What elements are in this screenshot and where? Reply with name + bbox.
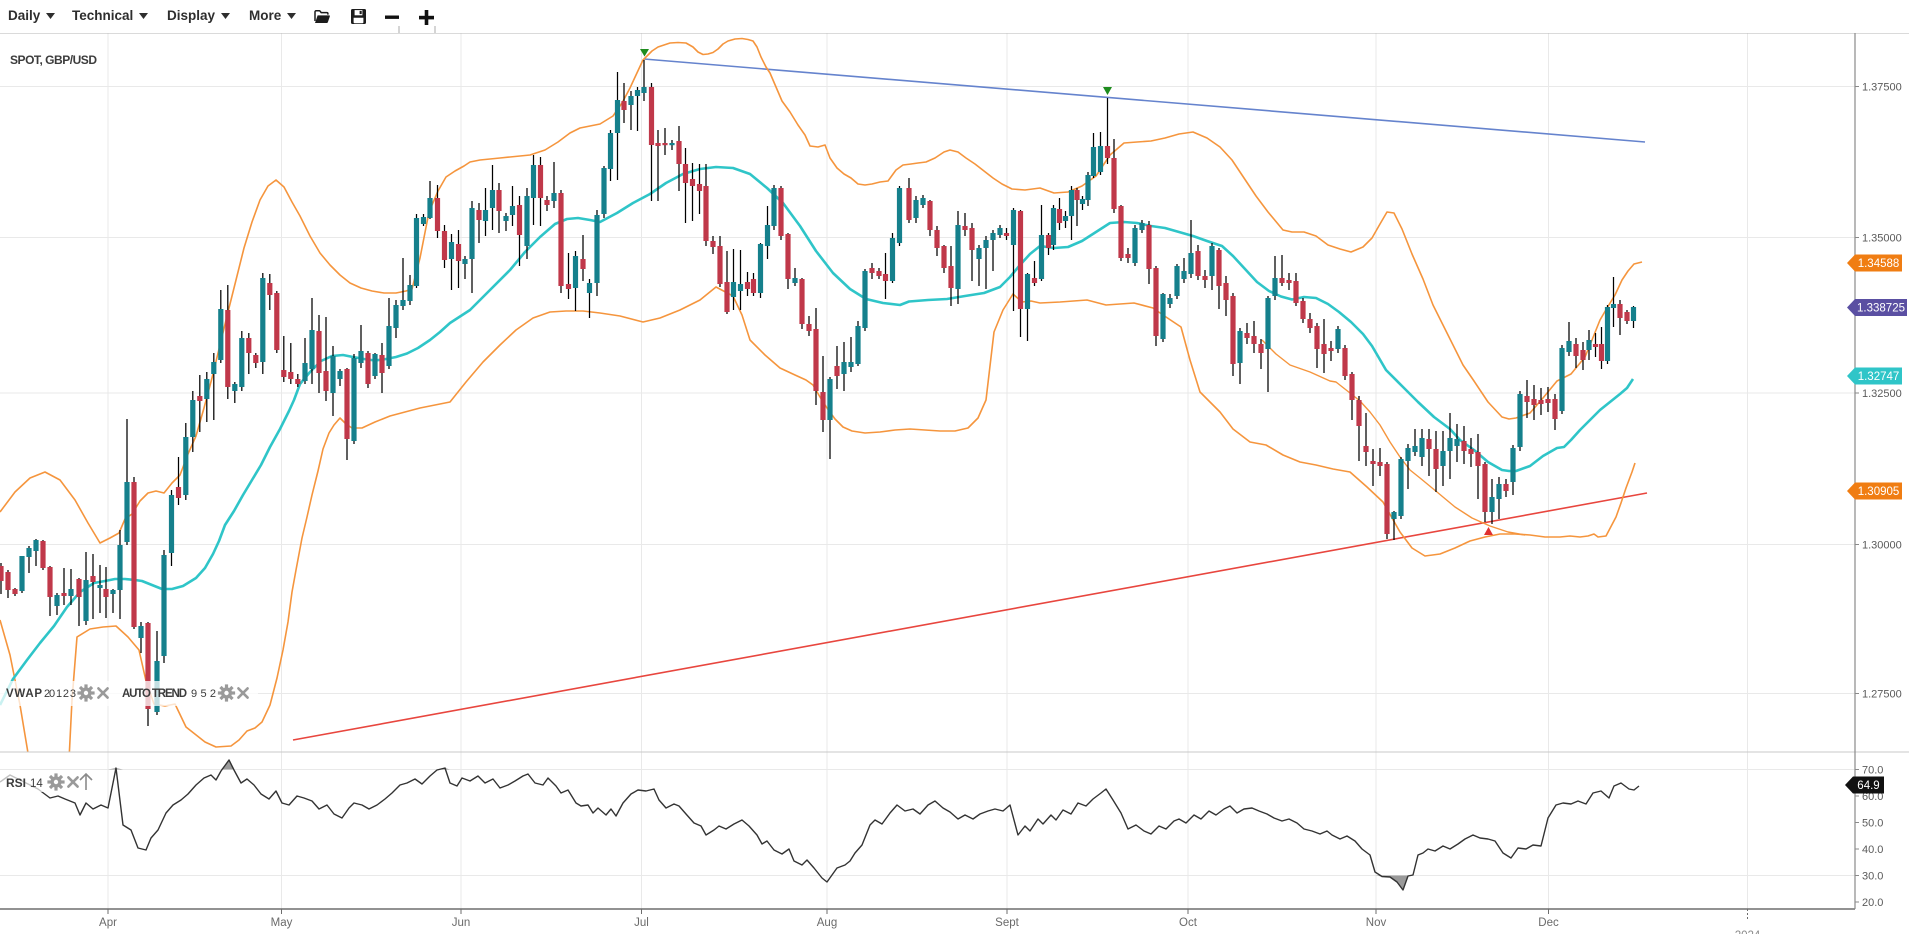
svg-text:Dec: Dec [1538, 917, 1559, 929]
svg-text:50.0: 50.0 [1862, 818, 1883, 830]
svg-text:Sept: Sept [995, 917, 1019, 929]
svg-text:Nov: Nov [1366, 917, 1387, 929]
svg-text:SPOT, GBP/USD: SPOT, GBP/USD [10, 53, 97, 67]
svg-text:RSI: RSI [6, 776, 26, 790]
svg-text:Jun: Jun [452, 917, 471, 929]
svg-text:VWAP: VWAP [6, 688, 42, 700]
svg-text:20 1 2 3: 20 1 2 3 [44, 688, 76, 700]
svg-text:Aug: Aug [817, 917, 837, 929]
svg-text:20.0: 20.0 [1862, 897, 1883, 909]
svg-text:1.34588: 1.34588 [1858, 258, 1900, 270]
svg-text:1.27500: 1.27500 [1862, 689, 1902, 701]
svg-text:AUTO TREND: AUTO TREND [122, 688, 187, 700]
svg-text:Oct: Oct [1179, 917, 1198, 929]
svg-text:Jul: Jul [634, 917, 649, 929]
svg-text:30.0: 30.0 [1862, 871, 1883, 883]
svg-text:14: 14 [30, 778, 43, 790]
svg-text:1.30905: 1.30905 [1858, 486, 1900, 498]
svg-text:1.32747: 1.32747 [1858, 371, 1900, 383]
svg-text:2024: 2024 [1735, 930, 1761, 934]
svg-text:Apr: Apr [99, 917, 117, 929]
svg-text:70.0: 70.0 [1862, 765, 1883, 777]
svg-text:1.35000: 1.35000 [1862, 233, 1902, 245]
svg-text:1.30000: 1.30000 [1862, 540, 1902, 552]
svg-text:40.0: 40.0 [1862, 844, 1883, 856]
svg-text:1.338725: 1.338725 [1857, 303, 1905, 315]
svg-text:1.32500: 1.32500 [1862, 388, 1902, 400]
svg-text:64.9: 64.9 [1857, 780, 1879, 792]
svg-text:1.37500: 1.37500 [1862, 82, 1902, 94]
svg-text:9 5 2: 9 5 2 [191, 688, 216, 700]
svg-text:May: May [271, 917, 293, 929]
svg-text:60.0: 60.0 [1862, 791, 1883, 803]
